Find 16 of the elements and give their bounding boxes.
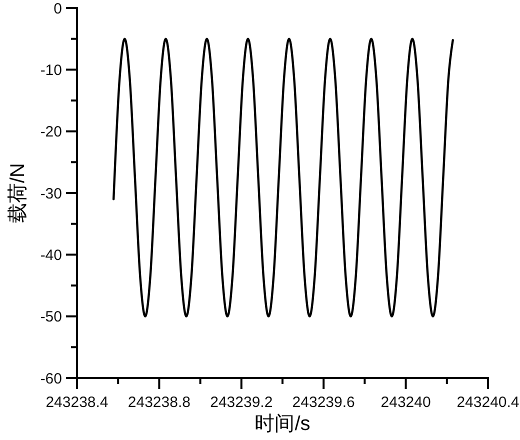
x-tick-label: 243238.4 (46, 394, 108, 411)
y-tick-label: -10 (40, 62, 62, 79)
x-tick-label: 243238.8 (128, 394, 190, 411)
y-tick-label: 0 (54, 0, 62, 18)
y-tick-label: -50 (40, 308, 62, 326)
line-series (112, 38, 454, 318)
x-tick-label: 243240 (380, 394, 431, 411)
x-tick-label: 243239.2 (210, 394, 273, 411)
x-tick-label: 243239.6 (292, 394, 355, 411)
y-tick-label: -60 (40, 370, 62, 388)
x-axis-title: 时间/s (254, 413, 310, 435)
x-tick-label: 243240.4 (456, 394, 520, 411)
y-tick-label: -30 (40, 185, 62, 202)
y-tick-label: -20 (40, 124, 62, 141)
y-tick-label: -40 (40, 246, 62, 264)
y-axis-title: 载荷/N (7, 163, 29, 223)
